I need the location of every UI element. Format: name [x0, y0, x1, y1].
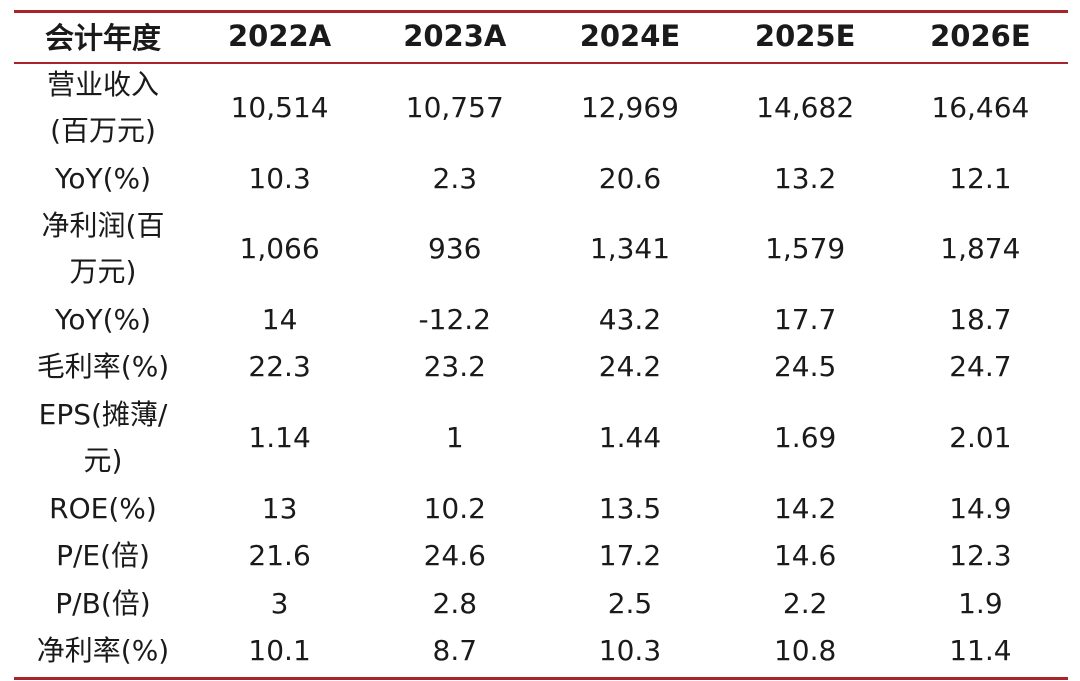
table-cell: 20.6: [598, 161, 662, 195]
table-top-rule: [14, 10, 1068, 13]
table-cell: 10.2: [423, 491, 486, 525]
table-cell: 8.7: [432, 634, 478, 668]
table-header: 会计年度 2022A 2023A 2024E 2025E 2026E: [14, 10, 1068, 61]
header-year-2022a: 2022A: [228, 18, 332, 53]
table-cell: 14: [261, 303, 298, 337]
row-label: 毛利率(%): [36, 350, 170, 384]
table-row: 毛利率(%) 22.3 23.2 24.2 24.5 24.7: [14, 344, 1068, 391]
header-year-2023a: 2023A: [403, 18, 507, 53]
table-cell: 17.2: [598, 539, 662, 573]
table-cell: 13.5: [598, 491, 662, 525]
table-cell: 24.2: [598, 350, 662, 384]
table-body: 营业收入 (百万元) 10,514 10,757 12,969 14,682 16,464 Y…: [14, 61, 1068, 675]
table-cell: 18.7: [949, 303, 1012, 337]
table-cell: 10.3: [598, 634, 662, 668]
table-row: 净利率(%) 10.1 8.7 10.3 10.8 11.4: [14, 627, 1068, 674]
table-row: ROE(%) 13 10.2 13.5 14.2 14.9: [14, 485, 1068, 532]
row-label: YoY(%): [54, 303, 152, 337]
table-cell: 12.1: [949, 161, 1012, 195]
header-year-2024e: 2024E: [579, 18, 681, 53]
financial-forecast-table-container: 会计年度 2022A 2023A 2024E 2025E 2026E 营业收入(…: [14, 10, 1068, 680]
table-cell: 12.3: [949, 539, 1012, 573]
table-cell: 14.2: [773, 491, 837, 525]
table-row: P/B(倍) 3 2.8 2.5 2.2 1.9: [14, 580, 1068, 627]
table-cell: 13.2: [773, 161, 837, 195]
table-cell: -12.2: [418, 303, 491, 337]
table-row: 净利润(百 万元) 1,066 936 1,341 1,579 1,874: [14, 202, 1068, 296]
table-cell: 17.7: [773, 303, 837, 337]
table-cell: 1.44: [598, 421, 662, 455]
table-cell: 24.6: [423, 539, 486, 573]
table-cell: 10.8: [773, 634, 837, 668]
table-cell: 23.2: [423, 350, 486, 384]
table-row: YoY(%) 10.3 2.3 20.6 13.2 12.1: [14, 155, 1068, 202]
table-cell: 2.01: [949, 421, 1012, 455]
table-cell: 1,579: [765, 232, 846, 266]
financial-forecast-table: 会计年度 2022A 2023A 2024E 2025E 2026E 营业收入(…: [14, 10, 1068, 675]
table-cell: 3: [270, 586, 289, 620]
table-cell: 2.2: [782, 586, 828, 620]
table-cell: 936: [428, 232, 482, 266]
table-cell: 21.6: [248, 539, 311, 573]
row-label: EPS(摊薄/元): [38, 398, 168, 478]
table-cell: 12,969: [580, 91, 679, 124]
table-cell: 1: [445, 421, 464, 455]
table-cell: 2.5: [607, 586, 653, 620]
table-cell: 24.7: [949, 350, 1012, 384]
table-cell: 24.5: [773, 350, 837, 384]
row-label: 净利润(百 万元): [41, 209, 165, 289]
table-cell: 16,464: [931, 91, 1030, 124]
table-cell: 22.3: [248, 350, 311, 384]
table-cell: 43.2: [598, 303, 662, 337]
row-label: P/B(倍): [55, 586, 151, 620]
table-cell: 1.14: [248, 421, 311, 455]
table-cell: 1.9: [958, 586, 1003, 620]
header-year-2025e: 2025E: [754, 18, 856, 53]
table-cell: 2.8: [432, 586, 478, 620]
table-row: 营业收入 (百万元) 10,514 10,757 12,969 14,682 16,464: [14, 61, 1068, 155]
table-cell: 14.9: [949, 491, 1012, 525]
table-cell: 13: [261, 491, 298, 525]
table-cell: 10,514: [230, 91, 329, 124]
header-label-column: 会计年度: [44, 20, 161, 55]
row-label: ROE(%): [49, 491, 157, 525]
table-cell: 14.6: [773, 539, 837, 573]
table-cell: 1,066: [239, 232, 320, 266]
table-row: P/E(倍) 21.6 24.6 17.2 14.6 12.3: [14, 533, 1068, 580]
table-cell: 10.3: [248, 161, 311, 195]
table-row: YoY(%) 14 -12.2 43.2 17.7 18.7: [14, 296, 1068, 343]
table-row: EPS(摊薄/元) 1.14 1 1.44 1.69 2.01: [14, 391, 1068, 485]
row-label: 净利率(%): [36, 634, 170, 668]
table-cell: 10.1: [248, 634, 311, 668]
table-bottom-rule: [14, 677, 1068, 680]
table-cell: 10,757: [405, 91, 504, 124]
row-label: P/E(倍): [56, 539, 150, 573]
table-cell: 11.4: [949, 634, 1012, 668]
table-cell: 1,341: [589, 232, 671, 266]
row-label: YoY(%): [54, 161, 152, 195]
row-label: 营业收入 (百万元): [46, 68, 159, 147]
header-year-2026e: 2026E: [930, 18, 1031, 53]
table-cell: 1.69: [773, 421, 837, 455]
table-cell: 14,682: [756, 91, 855, 124]
table-cell: 1,874: [940, 232, 1021, 266]
table-header-rule: [14, 62, 1068, 64]
table-cell: 2.3: [432, 161, 478, 195]
